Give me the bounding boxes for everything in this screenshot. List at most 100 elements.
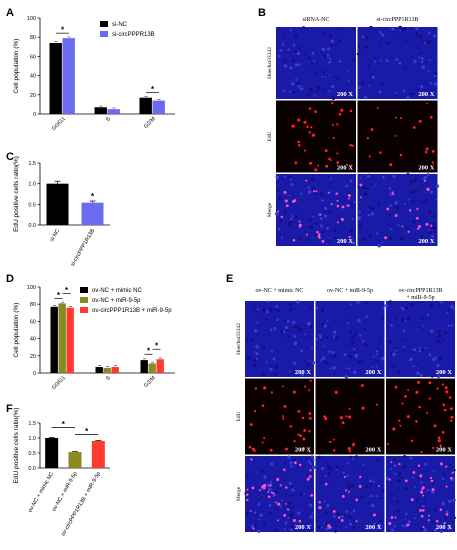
nucleus-dot [289,178,292,181]
edu-positive-dot [437,436,441,439]
nucleus-dot [280,474,283,477]
edu-positive-dot [408,209,412,212]
nucleus-dot [408,44,411,47]
edu-positive-dot [284,199,288,203]
edu-positive-dot [283,190,287,194]
edu-positive-dot [285,447,288,451]
nucleus-dot [371,207,375,211]
nucleus-dot [364,45,368,50]
edu-positive-dot [368,155,371,158]
bar [111,366,119,373]
edu-positive-dot [360,384,364,387]
nucleus-dot [312,215,315,218]
nucleus-dot [362,238,366,242]
edu-positive-dot [282,385,285,388]
nucleus-dot [293,341,298,346]
edu-positive-dot [269,484,272,487]
nucleus-dot [447,528,450,531]
legend-swatch [80,287,88,293]
nucleus-dot [346,503,349,506]
nucleus-dot [324,76,326,79]
nucleus-dot [334,335,338,339]
edu-positive-dot [355,520,358,523]
chart-f-edu-ratio: 0.0 0.5 1.0 1.5 EdU positive cells ratio(%) o… [13,408,110,537]
edu-positive-dot [293,439,296,443]
nucleus-dot [431,222,435,226]
nucleus-dot [377,203,381,207]
magnification-label: 200 X [436,369,452,376]
nucleus-dot [409,180,413,184]
nucleus-dot [331,512,334,515]
nucleus-dot [306,363,310,367]
nucleus-dot [381,356,385,361]
micro-image [386,378,455,455]
nucleus-dot [404,319,407,322]
nucleus-dot [390,494,393,497]
nucleus-dot [266,309,270,314]
edu-positive-dot [440,462,443,466]
nucleus-dot [261,470,265,473]
nucleus-dot [323,54,327,58]
edu-positive-dot [310,493,314,497]
bar [107,109,120,114]
legend-label: ov-circPPP1R13B + miR-9-5p [92,308,172,314]
nucleus-dot [312,459,315,462]
y-tick-label: 100 [27,16,36,22]
nucleus-dot [347,322,350,325]
edu-positive-dot [303,120,307,124]
nucleus-dot [259,513,263,517]
edu-positive-dot [343,475,346,479]
edu-positive-dot [270,391,274,394]
bar [46,183,69,225]
nucleus-dot [404,338,407,342]
nucleus-dot [420,60,424,64]
legend-swatch [80,307,88,313]
magnification-label: 200 X [418,165,434,172]
nucleus-dot [308,93,311,97]
edu-positive-dot [304,385,307,388]
edu-positive-dot [334,390,338,394]
legend-label: ov-NC + miR-9-5p [92,298,141,304]
nucleus-dot [258,518,261,521]
nucleus-dot [348,367,351,370]
nucleus-dot [262,372,266,377]
edu-positive-dot [425,222,429,226]
nucleus-dot [357,185,360,188]
nucleus-dot [436,364,440,368]
edu-positive-dot [292,238,296,242]
nucleus-dot [300,87,304,91]
magnification-label: 200 X [337,91,353,98]
nucleus-dot [399,236,403,241]
nucleus-dot [275,175,279,179]
edu-positive-dot [325,164,329,168]
nucleus-dot [369,205,372,209]
legend-swatch [100,31,108,37]
nucleus-dot [398,61,402,65]
magnification-label: 200 X [295,369,311,376]
nucleus-dot [303,52,306,56]
nucleus-dot [273,308,277,311]
nucleus-dot [422,502,426,506]
micro-image [357,174,438,246]
edu-positive-dot [249,423,253,427]
edu-positive-dot [426,102,429,105]
x-tick-label: S [105,375,112,382]
nucleus-dot [263,475,267,479]
significance-star: * [61,26,65,35]
nucleus-dot [336,511,341,516]
nucleus-dot [428,509,431,512]
micro-image [276,27,356,99]
significance-star: * [155,342,159,351]
nucleus-dot [292,320,296,325]
nucleus-dot [394,510,396,513]
magnification-label: 200 X [365,524,381,531]
edu-positive-dot [309,379,312,382]
nucleus-dot [394,200,398,205]
nucleus-dot [373,522,376,525]
edu-positive-dot [331,123,334,126]
nucleus-dot [347,485,351,489]
y-tick-label: 20 [30,354,36,360]
micro-column-title: si-circPPP1R13B [376,17,418,23]
edu-positive-dot [443,408,447,412]
nucleus-dot [443,369,446,372]
